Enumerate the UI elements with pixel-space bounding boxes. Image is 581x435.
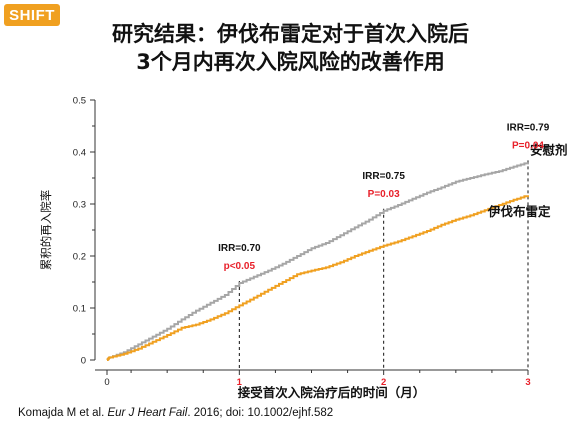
- x-axis-label: 接受首次入院治疗后的时间（月）: [238, 385, 426, 400]
- x-tick-label: 1: [237, 377, 243, 388]
- annotation-irr: IRR=0.75: [362, 171, 405, 182]
- annotation-p: p<0.05: [224, 261, 256, 272]
- series-label-placebo: 安慰剂: [530, 142, 568, 157]
- series-line-placebo: [106, 162, 529, 361]
- x-tick-label: 2: [381, 377, 386, 388]
- chart-series-lines: [106, 162, 529, 361]
- citation: Komajda M et al. Eur J Heart Fail. 2016;…: [18, 407, 333, 419]
- page-title-line1: 研究结果：伊伐布雷定对于首次入院后: [112, 22, 469, 46]
- chart-guide-lines: [238, 160, 529, 370]
- x-tick-label: 0: [104, 377, 109, 388]
- citation-authors: Komajda M et al.: [18, 407, 108, 419]
- shift-logo: SHIFT: [4, 4, 60, 26]
- citation-journal: Eur J Heart Fail: [107, 407, 188, 419]
- annotation-irr: IRR=0.79: [507, 122, 550, 133]
- y-tick-label: 0.5: [73, 96, 86, 107]
- series-line-ivabradine: [106, 195, 529, 361]
- annotation-irr: IRR=0.70: [218, 243, 261, 254]
- y-tick-label: 0.3: [73, 200, 86, 211]
- annotation-p: P=0.03: [368, 189, 400, 200]
- chart-axes: 0 0.1 0.2 0.3 0.4 0.5 0 1 2 3: [73, 96, 531, 389]
- annotation-p: P=0.04: [512, 140, 544, 151]
- y-tick-label: 0.2: [73, 252, 86, 263]
- logo-text: SHIFT: [9, 6, 55, 24]
- y-tick-label: 0: [81, 356, 86, 367]
- series-label-ivabradine: 伊伐布雷定: [487, 204, 551, 219]
- y-tick-label: 0.1: [73, 304, 86, 315]
- citation-rest: . 2016; doi: 10.1002/ejhf.582: [187, 407, 334, 419]
- y-axis-label: 累积的再入院率: [39, 190, 53, 271]
- y-tick-label: 0.4: [73, 148, 86, 159]
- x-tick-label: 3: [525, 377, 530, 388]
- page-title-line2: 3个月内再次入院风险的改善作用: [136, 50, 445, 74]
